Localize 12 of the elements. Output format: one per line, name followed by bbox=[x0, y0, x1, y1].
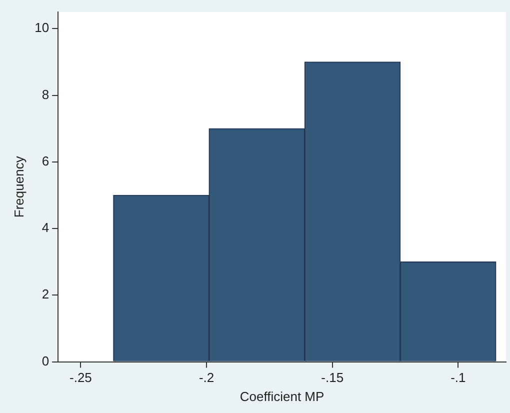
y-tick-label: 10 bbox=[34, 20, 50, 36]
x-tick-label: -.25 bbox=[70, 370, 92, 386]
x-tick-label: -.1 bbox=[450, 370, 466, 386]
x-tick-label: -.15 bbox=[321, 370, 344, 386]
y-tick-label: 2 bbox=[42, 286, 50, 302]
x-tick-label: -.2 bbox=[198, 370, 214, 386]
y-tick-label: 8 bbox=[42, 86, 50, 102]
x-axis-title: Coefficient MP bbox=[240, 388, 324, 404]
y-tick-label: 6 bbox=[42, 153, 50, 168]
y-tick-label: 0 bbox=[42, 353, 50, 368]
y-tick-label: 4 bbox=[42, 220, 50, 236]
y-axis-title: Frequency bbox=[11, 156, 26, 218]
